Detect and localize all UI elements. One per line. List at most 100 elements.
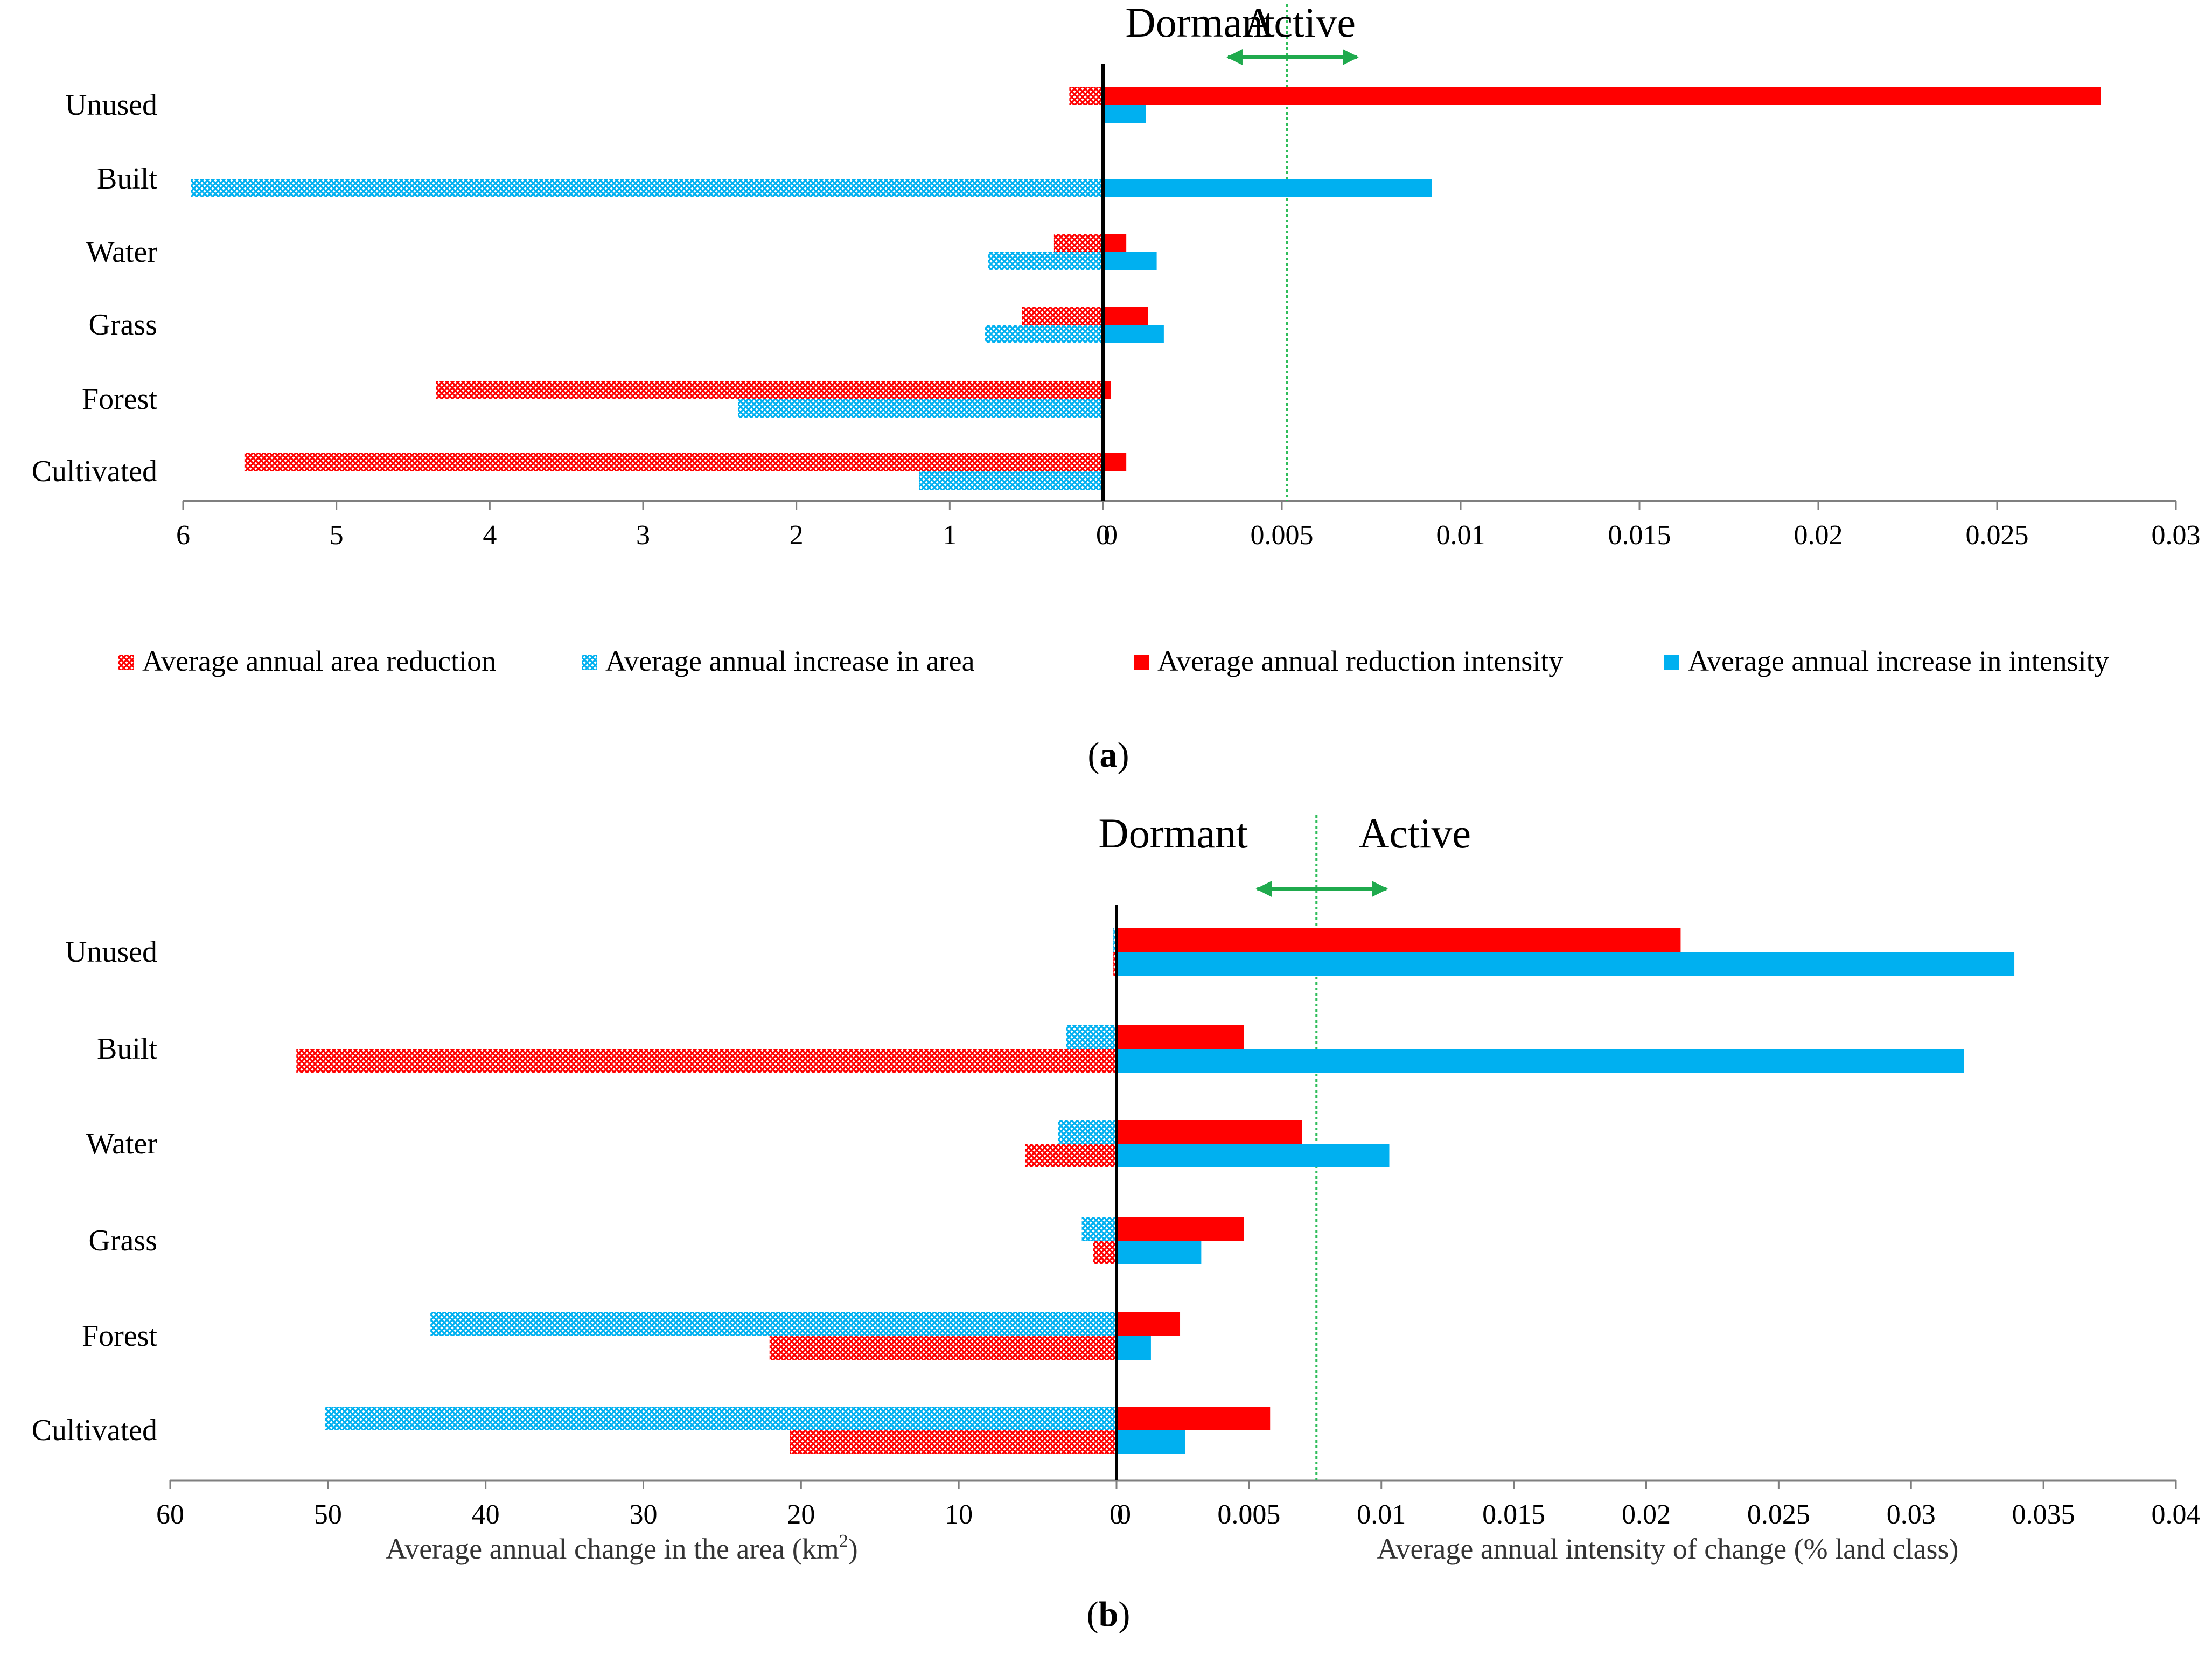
left-axis-tick-label: 40 xyxy=(472,1499,500,1530)
legend-swatch-intensity-reduction xyxy=(1134,655,1149,670)
bar-intensity-reduction-grass xyxy=(1117,1217,1244,1241)
bar-area-reduction-forest xyxy=(769,1336,1117,1360)
bar-area-increase-cultivated xyxy=(324,1407,1117,1430)
category-label-forest: Forest xyxy=(82,1319,157,1353)
bar-intensity-increase-unused xyxy=(1117,952,2015,976)
bar-intensity-increase-cultivated xyxy=(1117,1430,1185,1454)
left-axis-tick-label: 60 xyxy=(156,1499,184,1530)
bar-intensity-increase-forest xyxy=(1117,1336,1151,1360)
bar-intensity-increase-water xyxy=(1117,1144,1390,1167)
right-axis-tick-label: 0 xyxy=(1104,520,1118,551)
right-axis-tick-label: 0.01 xyxy=(1357,1499,1406,1530)
right-axis-tick-label: 0 xyxy=(1117,1499,1131,1530)
left-axis-tick-label: 0 xyxy=(1096,520,1110,551)
bar-intensity-reduction-grass xyxy=(1103,307,1148,325)
legend-label-area-reduction: Average annual area reduction xyxy=(142,645,496,677)
left-axis-tick-label: 0 xyxy=(1110,1499,1124,1530)
dormant-zone-label: Dormant xyxy=(1125,0,1275,46)
bar-area-increase-forest xyxy=(430,1312,1117,1336)
bar-intensity-reduction-unused xyxy=(1103,87,2101,105)
bar-intensity-increase-grass xyxy=(1117,1241,1202,1264)
left-axis-tick-label: 10 xyxy=(945,1499,973,1530)
legend-label-intensity-reduction: Average annual reduction intensity xyxy=(1157,645,1563,677)
category-label-water: Water xyxy=(86,235,158,269)
dormant-zone-label: Dormant xyxy=(1098,810,1248,857)
bar-area-reduction-forest xyxy=(436,381,1104,399)
bar-area-reduction-grass xyxy=(1022,307,1103,325)
panel-label: (b) xyxy=(1087,1595,1131,1634)
bar-intensity-reduction-forest xyxy=(1117,1312,1181,1336)
right-axis-tick-label: 0.03 xyxy=(1887,1499,1936,1530)
legend-swatch-area-reduction xyxy=(118,655,134,670)
chart-panel-a: 6 5 4 3 2 1 00 0.005 0.01 0.015 0.02 0.025 0.03 Dorma… xyxy=(32,0,2201,775)
category-label-grass: Grass xyxy=(88,308,157,342)
right-axis-tick-label: 0.03 xyxy=(2152,520,2201,551)
chart-legend: Average annual area reduction Average ann… xyxy=(118,645,2109,677)
left-axis-title: Average annual change in the area (km2) xyxy=(386,1531,858,1565)
active-zone-label: Active xyxy=(1359,810,1471,857)
category-label-cultivated: Cultivated xyxy=(32,455,157,488)
left-axis-tick-label: 3 xyxy=(636,520,650,551)
left-axis-tick-label: 30 xyxy=(630,1499,658,1530)
bar-intensity-reduction-cultivated xyxy=(1103,453,1127,471)
bar-intensity-reduction-unused xyxy=(1117,928,1681,952)
right-axis-tick-label: 0.005 xyxy=(1251,520,1314,551)
category-label-built: Built xyxy=(97,1032,157,1066)
bar-area-increase-cultivated xyxy=(919,471,1103,490)
legend-label-area-increase: Average annual increase in area xyxy=(605,645,975,677)
bar-area-increase-water xyxy=(988,252,1103,270)
bar-intensity-increase-built xyxy=(1103,179,1432,197)
bar-area-reduction-unused xyxy=(1069,87,1103,105)
right-axis-title: Average annual intensity of change (% la… xyxy=(1377,1533,1958,1565)
category-label-built: Built xyxy=(97,162,157,196)
legend-label-intensity-increase: Average annual increase in intensity xyxy=(1688,645,2109,677)
bar-intensity-reduction-cultivated xyxy=(1117,1407,1271,1430)
right-axis-tick-label: 0.04 xyxy=(2152,1499,2201,1530)
category-label-unused: Unused xyxy=(65,935,157,969)
left-axis-tick-label: 1 xyxy=(943,520,957,551)
bar-intensity-increase-unused xyxy=(1103,105,1146,123)
left-axis-tick-label: 4 xyxy=(483,520,497,551)
left-axis-tick-label: 2 xyxy=(790,520,804,551)
bar-area-increase-water xyxy=(1058,1120,1117,1144)
right-axis-tick-label: 0.015 xyxy=(1482,1499,1545,1530)
bar-intensity-reduction-forest xyxy=(1103,381,1111,399)
bar-area-reduction-water xyxy=(1025,1144,1117,1167)
bar-area-reduction-built xyxy=(296,1049,1117,1073)
legend-swatch-intensity-increase xyxy=(1664,655,1679,670)
bar-intensity-reduction-water xyxy=(1103,234,1127,252)
bar-intensity-increase-built xyxy=(1117,1049,1964,1073)
bar-area-reduction-grass xyxy=(1093,1241,1117,1264)
bar-area-increase-forest xyxy=(738,399,1103,418)
legend-swatch-area-increase xyxy=(582,655,597,670)
bar-area-increase-grass xyxy=(985,325,1103,343)
bar-area-increase-built xyxy=(1066,1025,1117,1049)
category-label-forest: Forest xyxy=(82,383,157,416)
bar-area-increase-built xyxy=(191,179,1103,197)
right-axis-tick-label: 0.02 xyxy=(1794,520,1843,551)
bar-intensity-increase-grass xyxy=(1103,325,1164,343)
category-label-water: Water xyxy=(86,1127,158,1160)
left-axis-tick-label: 6 xyxy=(176,520,190,551)
bar-area-increase-grass xyxy=(1081,1217,1117,1241)
category-label-grass: Grass xyxy=(88,1224,157,1257)
bar-area-reduction-water xyxy=(1053,234,1103,252)
left-axis-tick-label: 5 xyxy=(330,520,344,551)
right-axis-tick-label: 0.035 xyxy=(2012,1499,2075,1530)
chart-panel-b: 60 50 40 30 20 10 00 0.005 0.01 0.015 0.02 0.025 0.0… xyxy=(32,810,2201,1634)
right-axis-tick-label: 0.025 xyxy=(1966,520,2029,551)
left-axis-tick-label: 20 xyxy=(787,1499,815,1530)
bar-area-reduction-cultivated xyxy=(244,453,1103,471)
right-axis-tick-label: 0.01 xyxy=(1436,520,1485,551)
category-label-unused: Unused xyxy=(65,88,157,122)
panel-label: (a) xyxy=(1088,735,1129,775)
bar-intensity-reduction-built xyxy=(1117,1025,1244,1049)
right-axis-tick-label: 0.02 xyxy=(1622,1499,1671,1530)
left-axis-tick-label: 50 xyxy=(314,1499,342,1530)
right-axis-tick-label: 0.005 xyxy=(1217,1499,1280,1530)
active-zone-label: Active xyxy=(1244,0,1356,46)
right-axis-tick-label: 0.015 xyxy=(1608,520,1671,551)
bar-area-reduction-cultivated xyxy=(790,1430,1117,1454)
bar-intensity-reduction-water xyxy=(1117,1120,1302,1144)
